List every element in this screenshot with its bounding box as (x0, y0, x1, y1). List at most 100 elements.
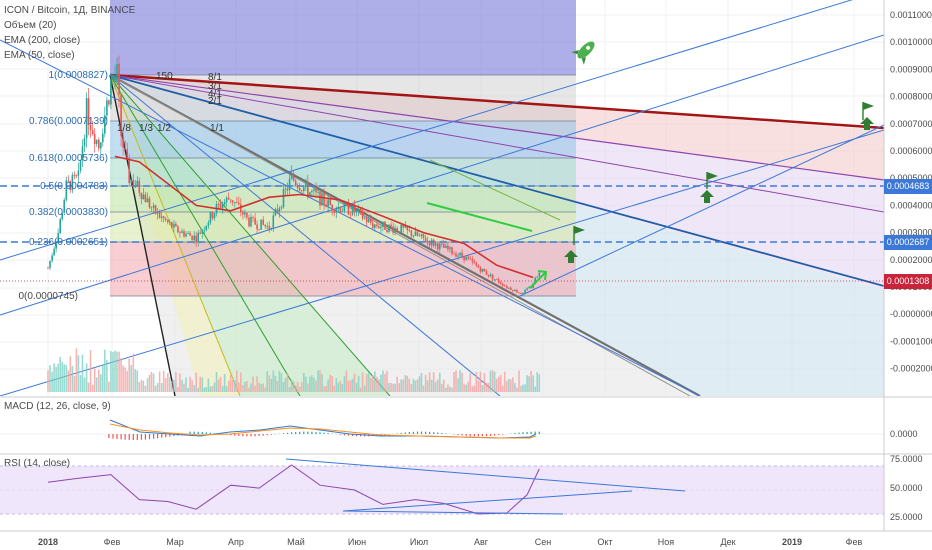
candle-body (461, 252, 463, 257)
volume-bar (73, 376, 76, 392)
volume-bar (439, 372, 441, 392)
volume-bar (162, 370, 165, 392)
volume-bar (347, 380, 350, 392)
rsi-legend[interactable]: RSI (14, close) (4, 458, 71, 469)
macd-legend[interactable]: MACD (12, 26, close, 9) (4, 401, 111, 412)
candle-body (424, 238, 427, 242)
macd-bar (412, 431, 414, 434)
volume-bar (473, 385, 476, 392)
candle-body (266, 225, 268, 227)
legend-ema-200[interactable]: EMA (200, close) (4, 35, 81, 46)
candle-body (185, 233, 187, 237)
macd-bar (315, 431, 317, 434)
candle-body (89, 125, 92, 130)
x-tick-label: Июл (410, 537, 428, 547)
volume-bar (469, 373, 471, 392)
fib-label: 0.236(0.0002651) (29, 237, 108, 248)
volume-bar (520, 385, 522, 392)
volume-bar (177, 387, 179, 392)
macd-bar (270, 434, 272, 435)
volume-bar (225, 386, 228, 392)
macd-bar (323, 432, 325, 434)
macd-histogram (108, 431, 540, 440)
fib-label: 0.5(0.0004783) (40, 181, 108, 192)
volume-bar (432, 372, 435, 392)
price-tag-level-2: 0.0002687 (884, 235, 932, 250)
legend-ema-50[interactable]: EMA (50, close) (4, 50, 75, 61)
volume-bar (292, 381, 295, 392)
volume-bar (357, 375, 360, 392)
candle-body (136, 180, 139, 187)
volume-bar (199, 376, 201, 392)
volume-bar (290, 379, 293, 392)
candle-body (282, 189, 285, 208)
macd-bar (530, 431, 532, 434)
volume-bar (406, 375, 409, 392)
candle-body (63, 200, 65, 213)
volume-bar (300, 382, 303, 392)
candle-body (386, 230, 388, 232)
candle-body (416, 231, 419, 236)
volume-bar (349, 380, 352, 392)
volume-bar (424, 374, 427, 392)
candle-body (61, 212, 63, 220)
volume-bar (102, 365, 104, 392)
volume-bar (412, 378, 415, 392)
candle-body (331, 204, 333, 211)
volume-bar (416, 379, 419, 392)
macd-bar (465, 434, 467, 436)
volume-bar (173, 379, 175, 392)
fan-label: 8/1 (208, 72, 222, 83)
volume-bar (512, 377, 514, 392)
candle-body (258, 229, 260, 230)
y-tick-label: 0.0005000 (890, 173, 932, 183)
candle-body (189, 233, 191, 236)
legend-volume[interactable]: Объем (20) (4, 20, 57, 31)
macd-bar (291, 432, 293, 434)
volume-bar (365, 374, 368, 392)
volume-bar (463, 383, 465, 392)
rsi-line (47, 464, 540, 515)
candle-body (469, 258, 471, 260)
candle-body (524, 289, 526, 293)
volume-bar (276, 381, 279, 392)
candle-body (57, 233, 59, 243)
y-tick-label: 0.0008000 (890, 92, 932, 102)
volume-bar (138, 382, 141, 392)
volume-bar (142, 380, 145, 392)
flag-icon (573, 102, 874, 245)
volume-bar (227, 380, 230, 392)
volume-bar (270, 378, 273, 392)
x-tick-label: Мар (166, 537, 184, 547)
candle-body (309, 192, 311, 196)
volume-bar (319, 370, 321, 392)
y-tick-label: -0.0002000 (890, 364, 932, 374)
volume-bar (461, 372, 463, 392)
volume-bar (246, 381, 248, 392)
volume-bar (250, 383, 252, 392)
volume-bar (53, 363, 55, 392)
candle-body (363, 217, 366, 219)
macd-bar (193, 431, 195, 434)
candle-body (250, 217, 252, 227)
macd-bar (485, 434, 488, 437)
candle-body (506, 286, 508, 288)
candle-body (132, 180, 135, 187)
volume-bar (298, 386, 301, 392)
candle-body (91, 130, 94, 134)
candle-body (495, 279, 498, 280)
candle-body (162, 216, 165, 219)
candle-body (398, 231, 400, 233)
candle-body (447, 245, 449, 250)
x-tick-label: Май (287, 537, 305, 547)
macd-bar (136, 434, 138, 440)
volume-bar (69, 356, 72, 392)
candle-body (503, 285, 506, 287)
candle-body (351, 205, 354, 215)
volume-bar (106, 360, 108, 392)
volume-bar (286, 373, 289, 392)
x-axis-labels[interactable]: 2018 Фев Мар Апр Май Июн Июл Авг Сен Окт Ноя Дек 201… (38, 537, 863, 547)
candle-body (451, 247, 453, 254)
y-tick-label: 0.0010000 (890, 37, 932, 47)
